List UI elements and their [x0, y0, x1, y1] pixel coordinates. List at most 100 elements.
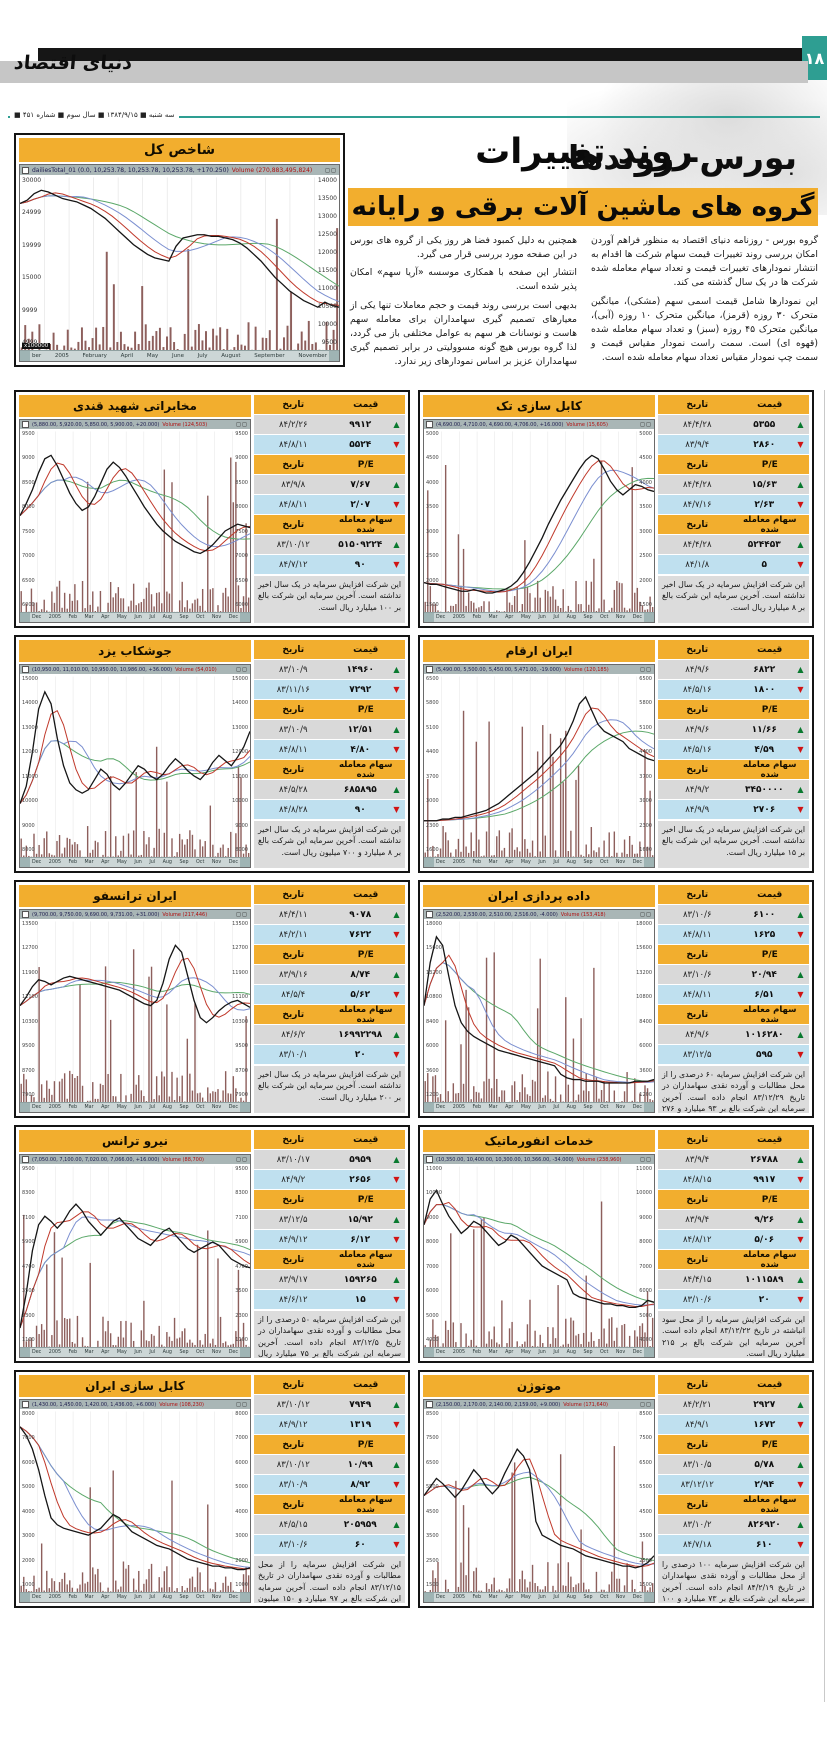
x-axis-label: Nov — [211, 1595, 222, 1600]
value-cell: ۱۵/۶۳ — [751, 479, 777, 490]
up-arrow-icon: ▲ — [797, 1215, 804, 1224]
pe-low-row: ۸۴/۷/۱۶ ۲/۶۳ ▼ — [658, 495, 809, 514]
down-arrow-icon: ▼ — [797, 1175, 804, 1184]
chart-area: خدمات انفورماتیک (10,350.00, 10,400.00, … — [423, 1130, 655, 1358]
value-cell: ۶۸۲۲ — [753, 664, 776, 675]
value-cell: ۸۲۶۹۲۰ — [747, 1519, 781, 1530]
value-cell: ۱۰۱۱۵۸۹ — [745, 1274, 784, 1285]
pe-high-row: ۸۳/۱۰/۱۲ ۱۰/۹۹ ▲ — [254, 1455, 405, 1474]
value-cell: ۵/۰۶ — [754, 1234, 775, 1245]
legend-square-icon — [22, 1401, 29, 1408]
x-axis-label: Oct — [196, 1595, 205, 1600]
up-arrow-icon: ▲ — [393, 725, 400, 734]
date-cell: ۸۴/۹/۶ — [685, 724, 710, 735]
pe-high-row: ۸۳/۹/۱۶ ۸/۷۴ ▲ — [254, 965, 405, 984]
x-axis-label: Feb — [472, 615, 482, 620]
pe-low-row: ۸۳/۱۰/۹ ۸/۹۲ ▼ — [254, 1475, 405, 1494]
value-cell: ۱۵۹۲۶۵ — [343, 1274, 377, 1285]
table-header-price: تاریخ قیمت — [254, 640, 405, 659]
index-chart-title: شاخص کل — [19, 138, 340, 162]
x-axis-label: Nov — [615, 1595, 626, 1600]
x-axis-label: Aug — [566, 1105, 576, 1110]
x-axis-label: Dec — [228, 1105, 238, 1110]
x-axis-label: Jul — [149, 860, 156, 865]
value-cell: ۱۰۱۶۲۸۰ — [745, 1029, 784, 1040]
legend-square-icon — [426, 911, 433, 918]
x-axis-label: Dec — [436, 860, 446, 865]
x-axis-label: Apr — [101, 1595, 110, 1600]
chart-plot: 5000 4500 4000 3500 3000 2500 2000 1500 5000 450… — [424, 429, 654, 612]
price-column-label: قیمت — [757, 1379, 783, 1390]
date-column-label: تاریخ — [282, 519, 305, 530]
pe-high-row: ۸۳/۹/۸ ۷/۶۷ ▲ — [254, 475, 405, 494]
value-cell: ۱۴۹۶۰ — [346, 664, 374, 675]
x-axis-label: 2005 — [48, 1595, 62, 1600]
window-buttons-icon: ◻◻ — [640, 1156, 652, 1163]
x-axis-label: Apr — [505, 1105, 514, 1110]
price-low-row: ۸۴/۹/۱ ۱۶۷۲ ▼ — [658, 1415, 809, 1434]
price-high-row: ۸۳/۱۰/۶ ۶۱۰۰ ▲ — [658, 905, 809, 924]
value-cell: ۲۶۷۸۸ — [750, 1154, 778, 1165]
date-cell: ۸۴/۴/۱۱ — [278, 909, 308, 920]
window-buttons-icon: ◻◻ — [236, 911, 248, 918]
capital-note: این شرکت افزایش سرمایه در یک سال اخیر ند… — [254, 1066, 405, 1113]
paragraph: همچنین به دلیل کمبود فضا هر روز یکی از گ… — [350, 235, 577, 261]
price-low-row: ۸۴/۹/۱۲ ۱۳۱۹ ▼ — [254, 1415, 405, 1434]
x-axis-label: May — [116, 1595, 127, 1600]
date-cell: ۸۴/۵/۱۵ — [278, 1519, 308, 1530]
value-cell: ۵/۶۲ — [350, 989, 371, 1000]
down-arrow-icon: ▼ — [797, 440, 804, 449]
pe-column-label: P/E — [357, 1194, 374, 1205]
price-column-label: قیمت — [353, 644, 379, 655]
date-cell: ۸۴/۸/۱۱ — [682, 989, 712, 1000]
chart-area: مخابراتی شهید قندی (5,880.00, 5,920.00, … — [19, 395, 251, 623]
x-axis-label: Sep — [179, 1595, 189, 1600]
x-axis-label: Oct — [196, 1350, 205, 1355]
date-cell: ۸۴/۸/۱۱ — [278, 499, 308, 510]
value-cell: ۹۰ — [354, 804, 366, 815]
date-cell: ۸۳/۱۰/۱ — [278, 1049, 308, 1060]
stock-name: نیرو ترانس — [19, 1130, 251, 1152]
date-column-label: تاریخ — [686, 889, 709, 900]
article-body: گروه بورس - روزنامه دنیای اقتصاد به منظو… — [350, 234, 818, 384]
volume-readout: Volume (54,010) — [175, 666, 217, 673]
date-cell: ۸۳/۱۰/۱۲ — [276, 539, 310, 550]
table-header-shares: تاریخ سهام معامله شده — [254, 1005, 405, 1025]
x-axis-label: Sep — [179, 615, 189, 620]
x-axis-label: Jul — [149, 1105, 156, 1110]
chart-header-bar: (4,690.00, 4,710.00, 4,690.00, 4,706.00,… — [424, 420, 654, 429]
date-cell: ۸۴/۹/۶ — [685, 1029, 710, 1040]
up-arrow-icon: ▲ — [797, 540, 804, 549]
chart-area: ایران ترانسفو (9,700.00, 9,750.00, 9,690… — [19, 885, 251, 1113]
ohlc-readout: (10,950.00, 11,010.00, 10,950.00, 10,986… — [32, 666, 173, 673]
x-axis-label: Dec — [228, 1350, 238, 1355]
price-high-row: ۸۴/۹/۶ ۶۸۲۲ ▲ — [658, 660, 809, 679]
date-cell: ۸۳/۹/۸ — [281, 479, 306, 490]
date-cell: ۸۳/۱۰/۹ — [278, 664, 308, 675]
x-axis-label: Feb — [68, 1105, 78, 1110]
value-cell: ۶/۵۱ — [754, 989, 775, 1000]
down-arrow-icon: ▼ — [393, 990, 400, 999]
shares-column-label: سهام معامله شده — [339, 759, 393, 780]
table-header-shares: تاریخ سهام معامله شده — [658, 515, 809, 535]
date-cell: ۸۴/۲/۱۱ — [278, 929, 308, 940]
x-axis-strip: Dec 2005 Feb Mar Apr May Jun Jul Aug Sep Oct Nov Dec — [424, 1592, 654, 1602]
x-axis-label: Apr — [505, 1595, 514, 1600]
date-cell: ۸۳/۱۰/۱۲ — [276, 1459, 310, 1470]
date-cell: ۸۴/۵/۴ — [281, 989, 306, 1000]
window-buttons-icon: ◻◻ — [640, 911, 652, 918]
date-cell: ۸۴/۸/۲۸ — [278, 804, 308, 815]
up-arrow-icon: ▲ — [393, 785, 400, 794]
value-cell: ۷۹۴۹ — [349, 1399, 372, 1410]
up-arrow-icon: ▲ — [797, 1400, 804, 1409]
value-cell: ۹/۲۶ — [754, 1214, 775, 1225]
stock-table: تاریخ قیمت ۸۳/۱۰/۶ ۶۱۰۰ ▲ ۸۴/۸/۱۱ ۱۶۲۵ ▼… — [658, 885, 809, 1113]
shares-low-row: ۸۴/۱/۸ ۵ ▼ — [658, 555, 809, 574]
chart-frame: (10,950.00, 11,010.00, 10,950.00, 10,986… — [19, 664, 251, 868]
stock-name: کابل سازی تک — [423, 395, 655, 417]
value-cell: ۱۶۲۵ — [753, 929, 776, 940]
panels-grid: مخابراتی شهید قندی (5,880.00, 5,920.00, … — [14, 390, 814, 1608]
price-column-label: قیمت — [353, 889, 379, 900]
down-arrow-icon: ▼ — [393, 745, 400, 754]
x-axis-label: Dec — [228, 1595, 238, 1600]
